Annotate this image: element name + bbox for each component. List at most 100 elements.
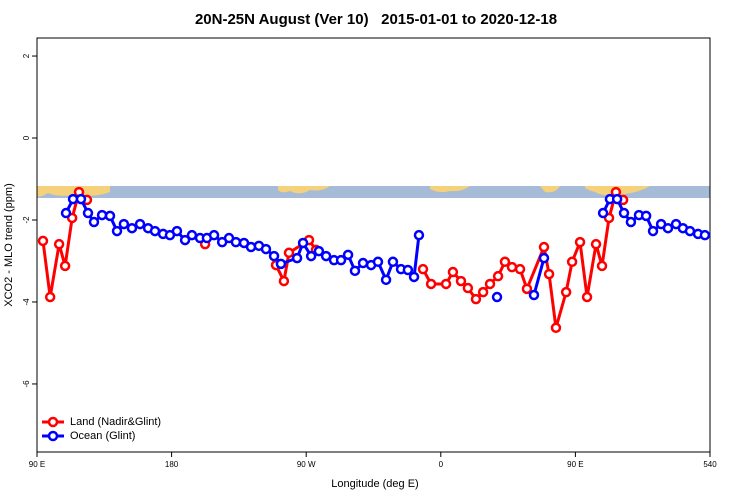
x-tick-label: 180	[165, 460, 179, 469]
data-point	[684, 225, 696, 237]
plot-frame	[36, 37, 711, 453]
data-point	[349, 265, 361, 277]
data-point	[647, 225, 659, 237]
data-point	[640, 210, 652, 222]
data-point	[387, 256, 399, 268]
land-strip	[278, 186, 330, 194]
data-point	[538, 241, 550, 253]
data-point	[372, 256, 384, 268]
series-line	[41, 190, 89, 299]
data-point	[425, 278, 437, 290]
data-point	[550, 322, 562, 334]
land-strip	[430, 186, 470, 193]
data-point	[357, 257, 369, 269]
data-point	[186, 229, 198, 241]
data-point	[506, 261, 518, 273]
data-point	[611, 193, 623, 205]
data-point	[543, 268, 555, 280]
data-point	[208, 229, 220, 241]
y-axis-label: XCO2 - MLO trend (ppm)	[3, 183, 15, 306]
data-point	[491, 291, 503, 303]
land-strip	[37, 186, 110, 197]
data-point	[149, 225, 161, 237]
data-point	[440, 278, 452, 290]
data-point	[417, 263, 429, 275]
data-point	[104, 210, 116, 222]
ocean-strip	[37, 186, 710, 198]
legend-label: Ocean (Glint)	[70, 430, 135, 442]
data-point	[618, 207, 630, 219]
data-point	[126, 222, 138, 234]
data-point	[283, 247, 295, 259]
data-point	[37, 235, 49, 247]
data-point	[342, 249, 354, 261]
data-point	[699, 229, 711, 241]
data-point	[171, 225, 183, 237]
x-tick-label: 90 E	[29, 460, 45, 469]
data-point	[514, 263, 526, 275]
data-point	[574, 236, 586, 248]
data-point	[380, 274, 392, 286]
x-tick-label: 90 W	[297, 460, 316, 469]
data-point	[118, 218, 130, 230]
chart-title: 20N-25N August (Ver 10) 2015-01-01 to 20…	[195, 11, 557, 28]
data-point	[59, 260, 71, 272]
data-point	[82, 207, 94, 219]
data-point	[597, 207, 609, 219]
data-point	[60, 207, 72, 219]
y-tick-label: 0	[22, 135, 31, 140]
y-tick-label: 2	[22, 53, 31, 58]
data-point	[75, 193, 87, 205]
x-tick-label: 0	[439, 460, 444, 469]
y-tick-label: -4	[22, 298, 31, 306]
data-point	[566, 256, 578, 268]
series-line	[421, 190, 625, 330]
data-point	[278, 275, 290, 287]
data-point	[447, 266, 459, 278]
data-point	[499, 256, 511, 268]
data-point	[245, 241, 257, 253]
data-point	[625, 216, 637, 228]
data-point	[320, 250, 332, 262]
data-point	[88, 216, 100, 228]
data-point	[335, 254, 347, 266]
data-point	[596, 260, 608, 272]
data-point	[134, 218, 146, 230]
data-point	[413, 229, 425, 241]
data-point	[53, 238, 65, 250]
data-point	[521, 283, 533, 295]
x-tick-label: 90 E	[567, 460, 583, 469]
land-strip	[540, 186, 560, 193]
data-point	[260, 243, 272, 255]
data-point	[560, 286, 572, 298]
data-point	[44, 291, 56, 303]
data-point	[268, 250, 280, 262]
data-point	[305, 250, 317, 262]
data-point	[455, 275, 467, 287]
data-point	[462, 282, 474, 294]
legend-label: Land (Nadir&Glint)	[70, 416, 161, 428]
data-point	[179, 234, 191, 246]
data-point	[484, 278, 496, 290]
x-axis-label: Longitude (deg E)	[331, 478, 418, 490]
data-point	[297, 237, 309, 249]
data-point	[528, 289, 540, 301]
data-point	[470, 293, 482, 305]
data-point	[275, 258, 287, 270]
data-point	[111, 225, 123, 237]
data-point	[230, 236, 242, 248]
data-point	[492, 270, 504, 282]
legend-marker	[47, 430, 59, 442]
legend-marker	[47, 416, 59, 428]
data-point	[291, 252, 303, 264]
y-tick-label: -2	[22, 216, 31, 224]
data-point	[538, 252, 550, 264]
data-point	[313, 245, 325, 257]
map-strip	[37, 186, 710, 198]
data-point	[408, 271, 420, 283]
data-point	[581, 291, 593, 303]
series-line	[532, 257, 546, 296]
data-point	[590, 238, 602, 250]
data-point	[477, 286, 489, 298]
